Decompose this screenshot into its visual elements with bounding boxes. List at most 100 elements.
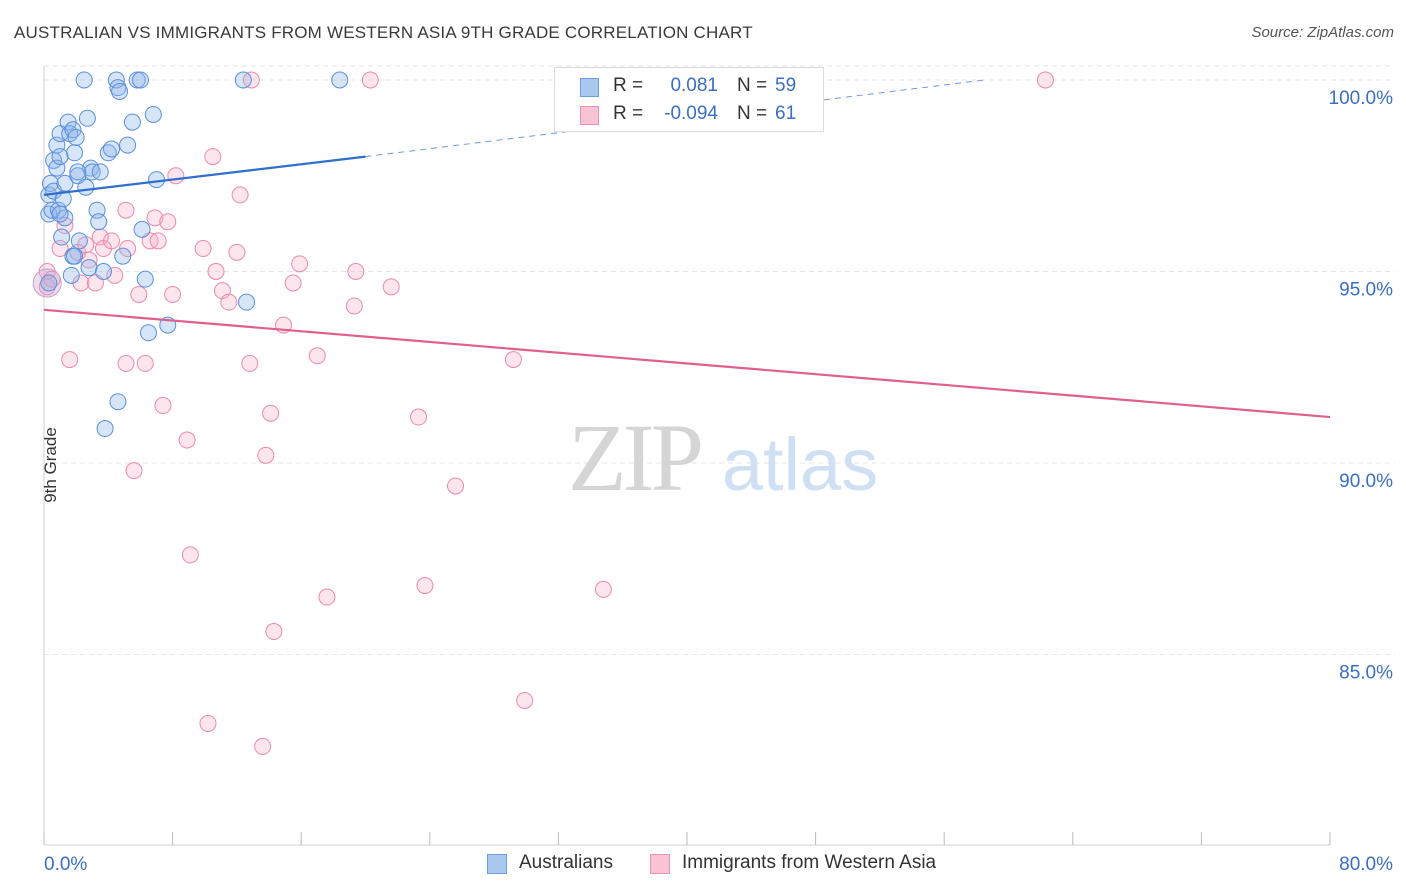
data-point-australians [51, 125, 69, 143]
y-tick-label: 95.0% [1339, 280, 1393, 301]
data-point-immigrants [207, 263, 225, 280]
data-point-australians [136, 270, 154, 288]
tick-labels: 100.0% 95.0% 90.0% 85.0% 0.0% 80.0% [44, 88, 1393, 875]
y-tick-label: 85.0% [1339, 663, 1393, 684]
data-point-immigrants [504, 351, 522, 369]
data-point-immigrants [262, 404, 280, 422]
data-point-australians [109, 393, 127, 411]
data-point-australians [70, 232, 88, 250]
watermark: ZIP atlas [568, 404, 878, 511]
legend-swatch-pink [580, 106, 599, 125]
data-point-immigrants [228, 243, 246, 261]
data-point-immigrants [318, 588, 336, 606]
stats-legend-row-immigrants: R = -0.094 N = 61 [555, 100, 823, 128]
y-tick-label: 90.0% [1339, 471, 1393, 492]
data-point-australians [66, 144, 84, 162]
trend-line-immigrants [43, 308, 1331, 419]
data-point-immigrants [86, 274, 104, 292]
stats-legend: R = 0.081 N = 59 R = -0.094 N = 61 [554, 67, 824, 132]
r-value: -0.094 [664, 103, 718, 124]
source-label: Source: ZipAtlas.com [1251, 24, 1394, 41]
data-point-cluster [32, 268, 62, 298]
data-point-australians [77, 178, 95, 196]
data-point-immigrants [220, 293, 238, 311]
data-point-australians [139, 324, 157, 342]
data-point-immigrants [416, 577, 434, 595]
data-point-australians [90, 213, 108, 231]
data-point-immigrants [181, 546, 199, 564]
data-point-immigrants [117, 201, 135, 219]
series-immigrants-western-asia [32, 71, 1054, 755]
data-point-immigrants [199, 714, 217, 732]
legend-swatch-blue [487, 854, 507, 874]
series-legend: Australians Immigrants from Western Asia [0, 851, 1406, 879]
data-point-australians [234, 71, 252, 89]
data-point-australians [133, 220, 151, 238]
r-value: 0.081 [670, 75, 718, 96]
data-point-australians [148, 171, 166, 189]
y-tick-label: 100.0% [1329, 88, 1394, 109]
data-point-australians [119, 136, 137, 154]
axis-layer [43, 66, 1331, 846]
data-point-australians [51, 148, 69, 166]
data-point-immigrants [308, 347, 326, 365]
data-point-australians [96, 420, 114, 438]
data-point-australians [131, 71, 149, 89]
data-point-australians [66, 247, 84, 265]
data-point-immigrants [410, 408, 428, 426]
data-point-immigrants [146, 209, 164, 227]
data-point-immigrants [447, 477, 465, 495]
data-point-immigrants [347, 263, 365, 280]
data-point-immigrants [382, 278, 400, 296]
data-point-australians [67, 128, 85, 146]
data-point-australians [144, 105, 162, 123]
data-point-immigrants [159, 213, 177, 231]
data-point-immigrants [106, 266, 124, 284]
legend-label: Australians [519, 852, 613, 873]
data-point-immigrants [164, 285, 182, 303]
data-point-australians [43, 201, 61, 219]
legend-label: Immigrants from Western Asia [682, 852, 937, 873]
legend-swatch-pink [650, 854, 670, 874]
data-point-australians [91, 163, 109, 181]
trend-line-australians [43, 155, 366, 196]
data-point-immigrants [154, 397, 172, 415]
data-point-australians [53, 228, 71, 246]
legend-swatch-blue [580, 78, 599, 97]
data-point-immigrants [167, 167, 185, 185]
data-point-immigrants [61, 351, 79, 369]
data-point-australians [75, 71, 93, 89]
data-point-immigrants [254, 737, 272, 755]
data-point-immigrants [516, 691, 534, 709]
x-tick-label: 0.0% [44, 854, 87, 875]
data-point-immigrants [284, 274, 302, 292]
data-point-immigrants [1036, 71, 1054, 89]
n-label: N = [737, 75, 768, 96]
n-value: 61 [775, 103, 797, 124]
data-point-australians [331, 71, 349, 89]
data-point-immigrants [194, 240, 212, 258]
data-point-australians [114, 247, 132, 265]
data-point-australians [69, 167, 87, 185]
data-point-immigrants [149, 232, 167, 250]
data-point-immigrants [594, 580, 612, 598]
data-point-immigrants [136, 354, 154, 372]
data-point-immigrants [178, 431, 196, 449]
watermark-zip: ZIP [568, 404, 701, 511]
data-point-australians [123, 113, 141, 131]
data-point-immigrants [130, 285, 148, 303]
r-label: R = [613, 103, 644, 124]
data-point-immigrants [257, 446, 275, 464]
data-point-immigrants [204, 148, 222, 166]
data-point-immigrants [241, 354, 259, 372]
data-point-immigrants [103, 232, 121, 250]
data-point-australians [78, 109, 96, 127]
stats-legend-row-australians: R = 0.081 N = 59 [555, 72, 823, 100]
data-point-australians [51, 205, 69, 223]
data-point-immigrants [117, 354, 135, 372]
data-point-immigrants [345, 297, 363, 315]
data-point-immigrants [361, 71, 379, 89]
n-value: 59 [775, 75, 797, 96]
data-point-australians [94, 263, 112, 280]
